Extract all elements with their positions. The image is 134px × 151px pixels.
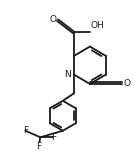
Text: N: N <box>64 70 71 79</box>
Text: F: F <box>36 142 41 151</box>
Text: F: F <box>23 126 28 135</box>
Text: O: O <box>49 15 56 24</box>
Text: OH: OH <box>91 21 105 30</box>
Text: O: O <box>124 79 131 88</box>
Text: F: F <box>51 133 56 142</box>
